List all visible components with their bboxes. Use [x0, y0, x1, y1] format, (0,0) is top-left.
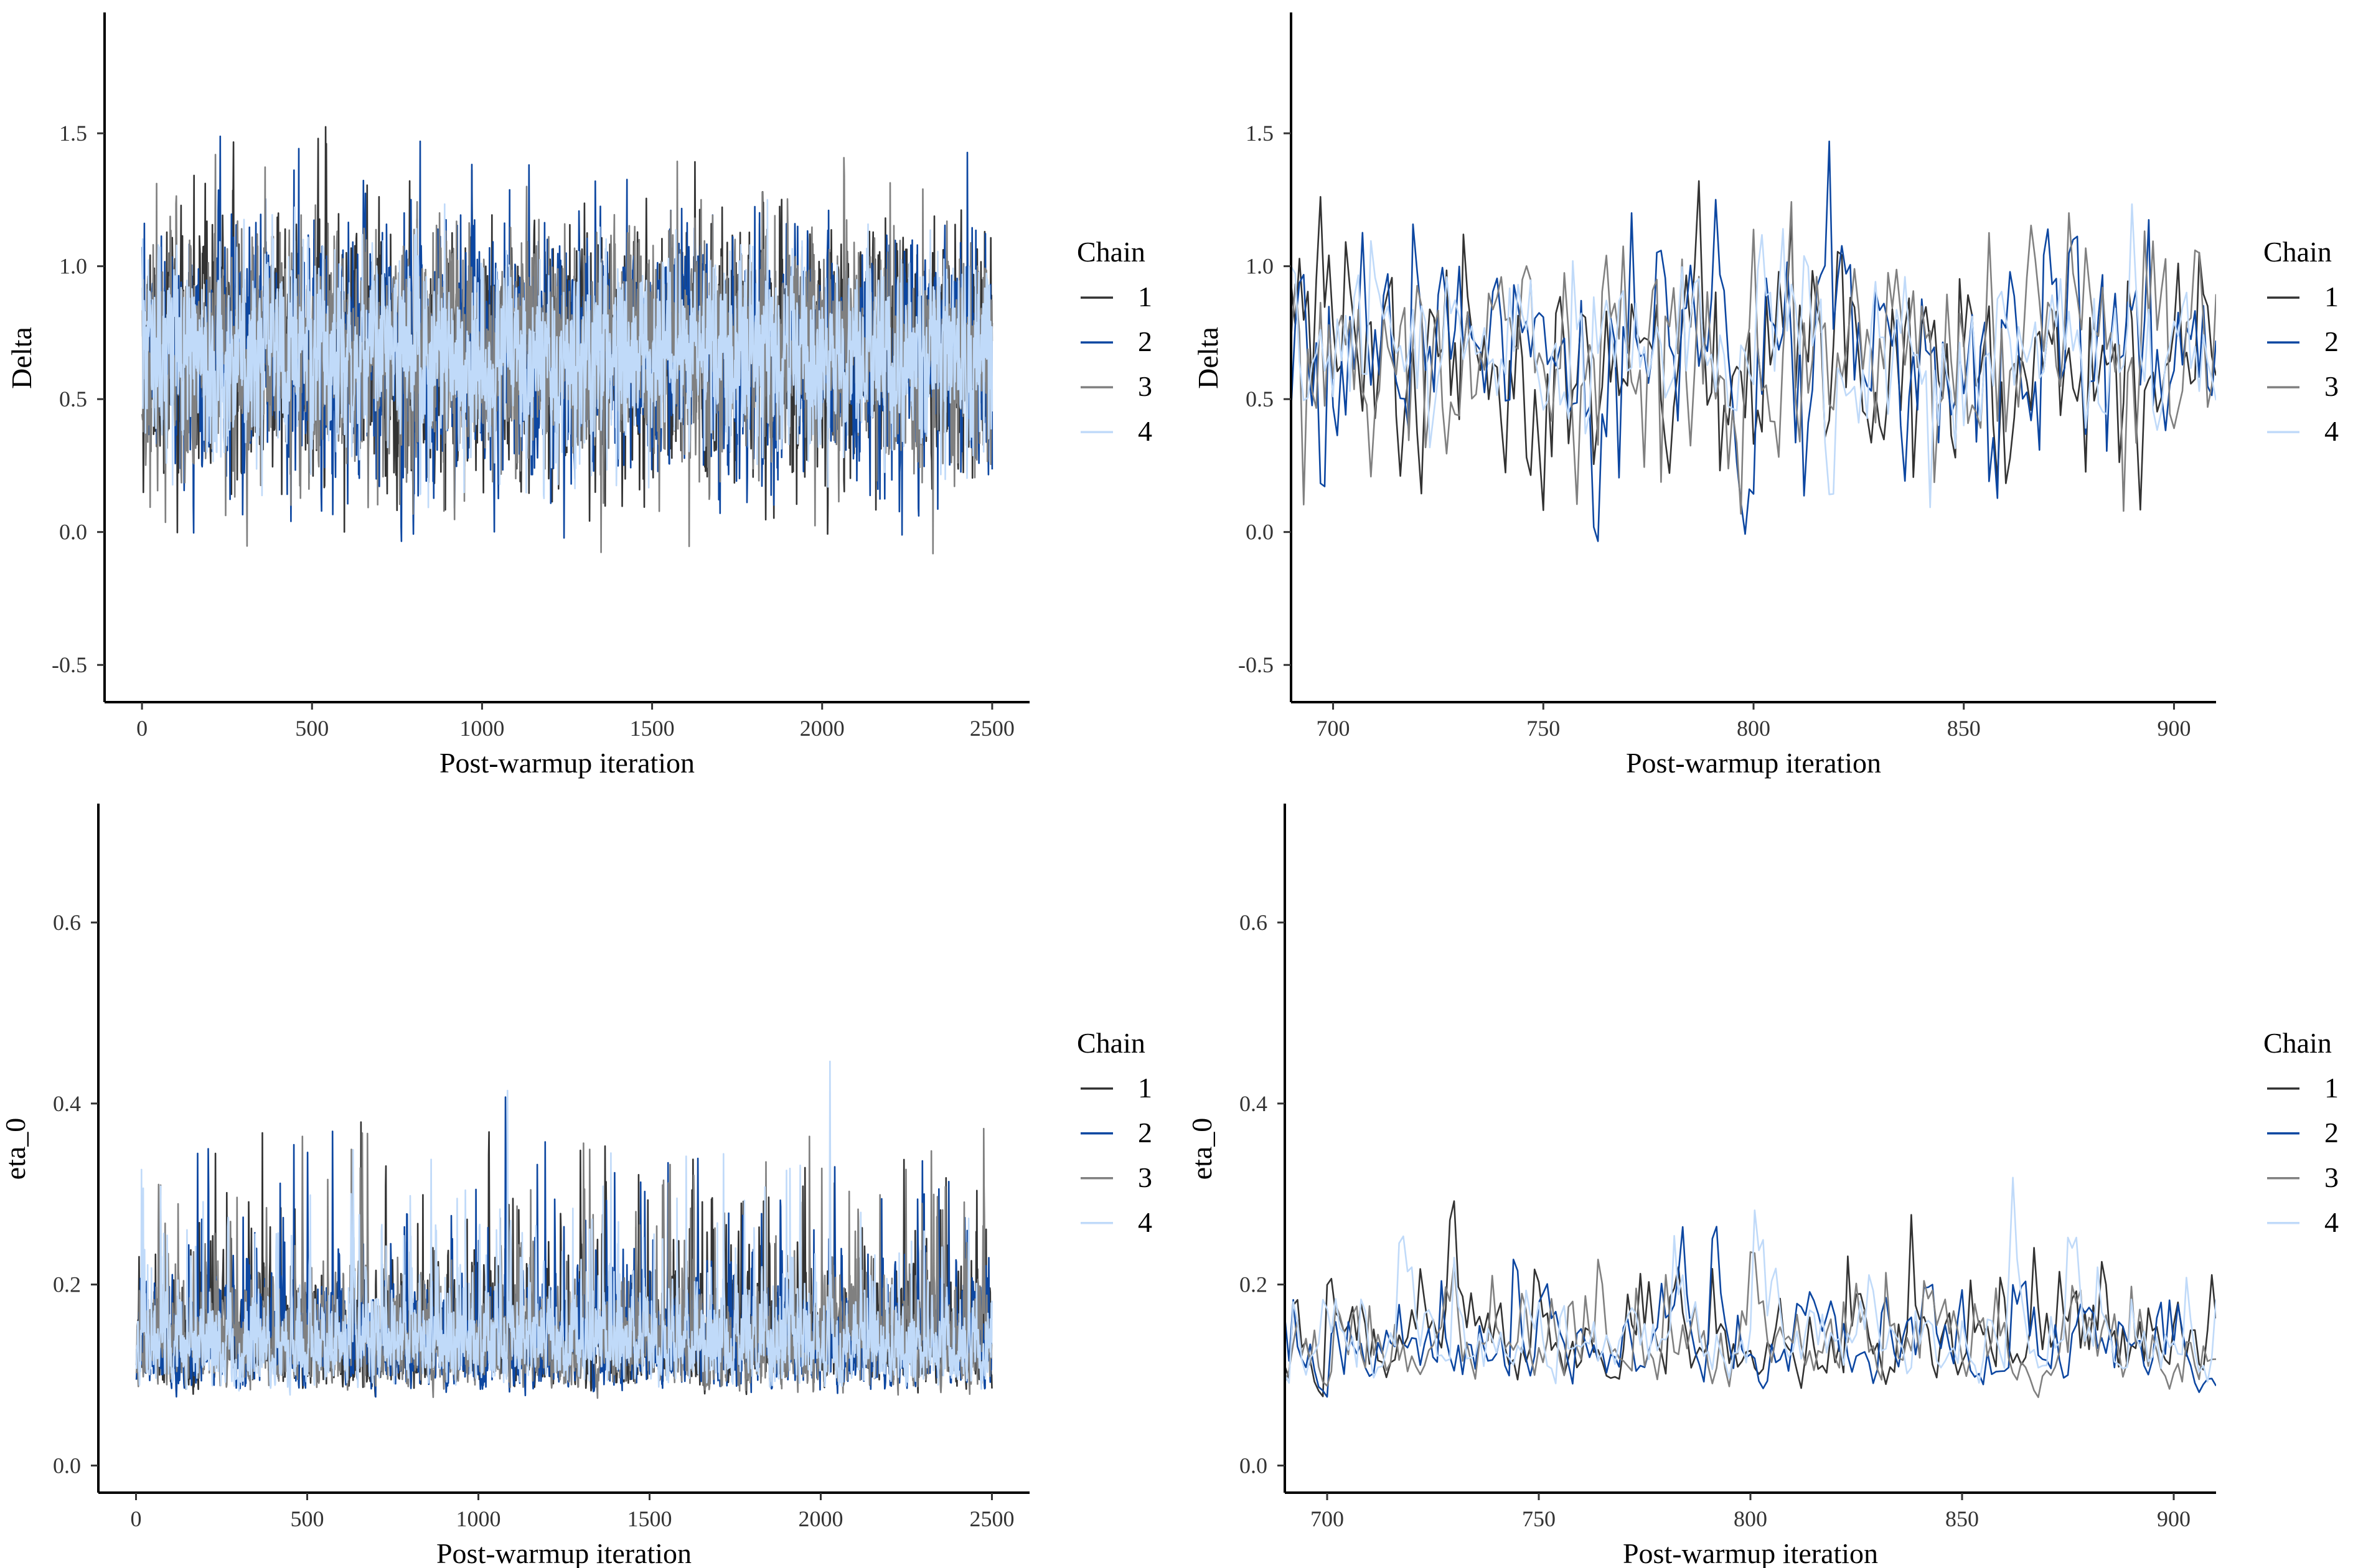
y-axis-title: Delta — [1192, 327, 1224, 389]
y-axis-title: Delta — [6, 327, 37, 389]
trace-lines — [1285, 1176, 2216, 1398]
y-axis-title: eta_0 — [0, 1118, 31, 1180]
legend-label-chain-3: 3 — [2324, 1162, 2339, 1193]
x-tick-label: 750 — [1526, 716, 1560, 741]
x-tick-label: 850 — [1945, 1506, 1979, 1531]
y-tick-label: -0.5 — [52, 652, 87, 677]
legend-label-chain-2: 2 — [2324, 326, 2339, 357]
legend-label-chain-3: 3 — [2324, 370, 2339, 402]
y-tick-label: 0.5 — [59, 387, 87, 411]
x-tick-label: 800 — [1734, 1506, 1767, 1531]
x-tick-label: 1500 — [627, 1506, 672, 1531]
x-axis-title: Post-warmup iteration — [439, 747, 695, 779]
panel-top-left: 0 500 1000 1500 2000 2500 -0.5 0.0 0.5 1.0 1.5 Post… — [6, 12, 1152, 779]
legend: Chain 1 2 3 4 — [1077, 1027, 1152, 1238]
chain-3-trace — [1291, 201, 2216, 515]
x-tick-label: 0 — [136, 716, 148, 741]
chain-4-trace — [135, 1060, 993, 1396]
legend-title: Chain — [2263, 236, 2332, 268]
legend-label-chain-4: 4 — [2324, 415, 2339, 447]
y-tick-label: 1.0 — [59, 254, 87, 279]
y-tick-label: 1.5 — [59, 121, 87, 146]
legend-title: Chain — [2263, 1027, 2332, 1059]
x-tick-label: 500 — [295, 716, 329, 741]
legend-label-chain-4: 4 — [2324, 1206, 2339, 1238]
y-tick-label: 0.0 — [1246, 520, 1274, 545]
x-tick-label: 750 — [1522, 1506, 1556, 1531]
panel-bottom-right: 700 750 800 850 900 0.0 0.2 0.4 0.6 Post-warmup i… — [1186, 804, 2339, 1568]
x-tick-label: 2500 — [970, 716, 1015, 741]
panel-top-right: 700 750 800 850 900 -0.5 0.0 0.5 1.0 1.5 Post-warm… — [1192, 12, 2339, 779]
x-tick-label: 900 — [2157, 716, 2191, 741]
x-tick-label: 1000 — [459, 716, 504, 741]
chain-2-trace — [1285, 1226, 2216, 1398]
y-tick-label: 0.6 — [53, 910, 81, 935]
y-axis-title: eta_0 — [1186, 1118, 1218, 1180]
x-tick-label: 0 — [131, 1506, 142, 1531]
legend: Chain 1 2 3 4 — [2263, 236, 2339, 447]
y-tick-label: -0.5 — [1238, 652, 1274, 677]
y-tick-label: 0.5 — [1246, 387, 1274, 411]
y-tick-label: 1.5 — [1246, 121, 1274, 146]
trace-lines — [135, 1060, 993, 1399]
legend: Chain 1 2 3 4 — [1077, 236, 1152, 447]
x-tick-label: 850 — [1947, 716, 1981, 741]
x-tick-label: 700 — [1317, 716, 1350, 741]
y-tick-label: 0.2 — [1239, 1272, 1267, 1297]
x-tick-label: 700 — [1310, 1506, 1344, 1531]
legend-title: Chain — [1077, 1027, 1145, 1059]
trace-lines — [141, 126, 993, 555]
x-tick-label: 2000 — [800, 716, 845, 741]
y-tick-label: 1.0 — [1246, 254, 1274, 279]
legend-label-chain-2: 2 — [1138, 326, 1152, 357]
legend-label-chain-1: 1 — [1138, 281, 1152, 312]
x-axis-title: Post-warmup iteration — [436, 1537, 692, 1568]
trace-lines — [1291, 140, 2216, 542]
legend-label-chain-4: 4 — [1138, 415, 1152, 447]
chain-2-trace — [1291, 140, 2216, 542]
x-tick-label: 800 — [1737, 716, 1770, 741]
legend: Chain 1 2 3 4 — [2263, 1027, 2339, 1238]
legend-label-chain-3: 3 — [1138, 370, 1152, 402]
x-tick-label: 1500 — [630, 716, 675, 741]
x-tick-label: 2000 — [799, 1506, 843, 1531]
y-tick-label: 0.0 — [59, 520, 87, 545]
y-tick-label: 0.6 — [1239, 910, 1267, 935]
panel-bottom-left: 0 500 1000 1500 2000 2500 0.0 0.2 0.4 0.6 Post-war… — [0, 804, 1152, 1568]
chain-4-trace — [141, 199, 993, 509]
x-axis-title: Post-warmup iteration — [1626, 747, 1881, 779]
x-tick-label: 1000 — [456, 1506, 501, 1531]
x-tick-label: 500 — [291, 1506, 324, 1531]
chain-4-trace — [1285, 1176, 2216, 1384]
legend-label-chain-1: 1 — [2324, 1072, 2339, 1104]
y-tick-label: 0.0 — [1239, 1453, 1267, 1478]
y-tick-label: 0.4 — [1239, 1091, 1267, 1116]
y-tick-label: 0.2 — [53, 1272, 81, 1297]
legend-label-chain-3: 3 — [1138, 1162, 1152, 1193]
legend-label-chain-2: 2 — [2324, 1117, 2339, 1148]
chain-1-trace — [1285, 1200, 2216, 1397]
legend-title: Chain — [1077, 236, 1145, 268]
legend-label-chain-1: 1 — [2324, 281, 2339, 312]
legend-label-chain-2: 2 — [1138, 1117, 1152, 1148]
legend-label-chain-1: 1 — [1138, 1072, 1152, 1104]
y-tick-label: 0.0 — [53, 1453, 81, 1478]
x-axis-title: Post-warmup iteration — [1623, 1537, 1878, 1568]
x-tick-label: 900 — [2157, 1506, 2191, 1531]
chain-4-trace — [1291, 203, 2216, 509]
y-tick-label: 0.4 — [53, 1091, 81, 1116]
legend-label-chain-4: 4 — [1138, 1206, 1152, 1238]
chain-3-trace — [1285, 1251, 2216, 1398]
x-tick-label: 2500 — [970, 1506, 1015, 1531]
